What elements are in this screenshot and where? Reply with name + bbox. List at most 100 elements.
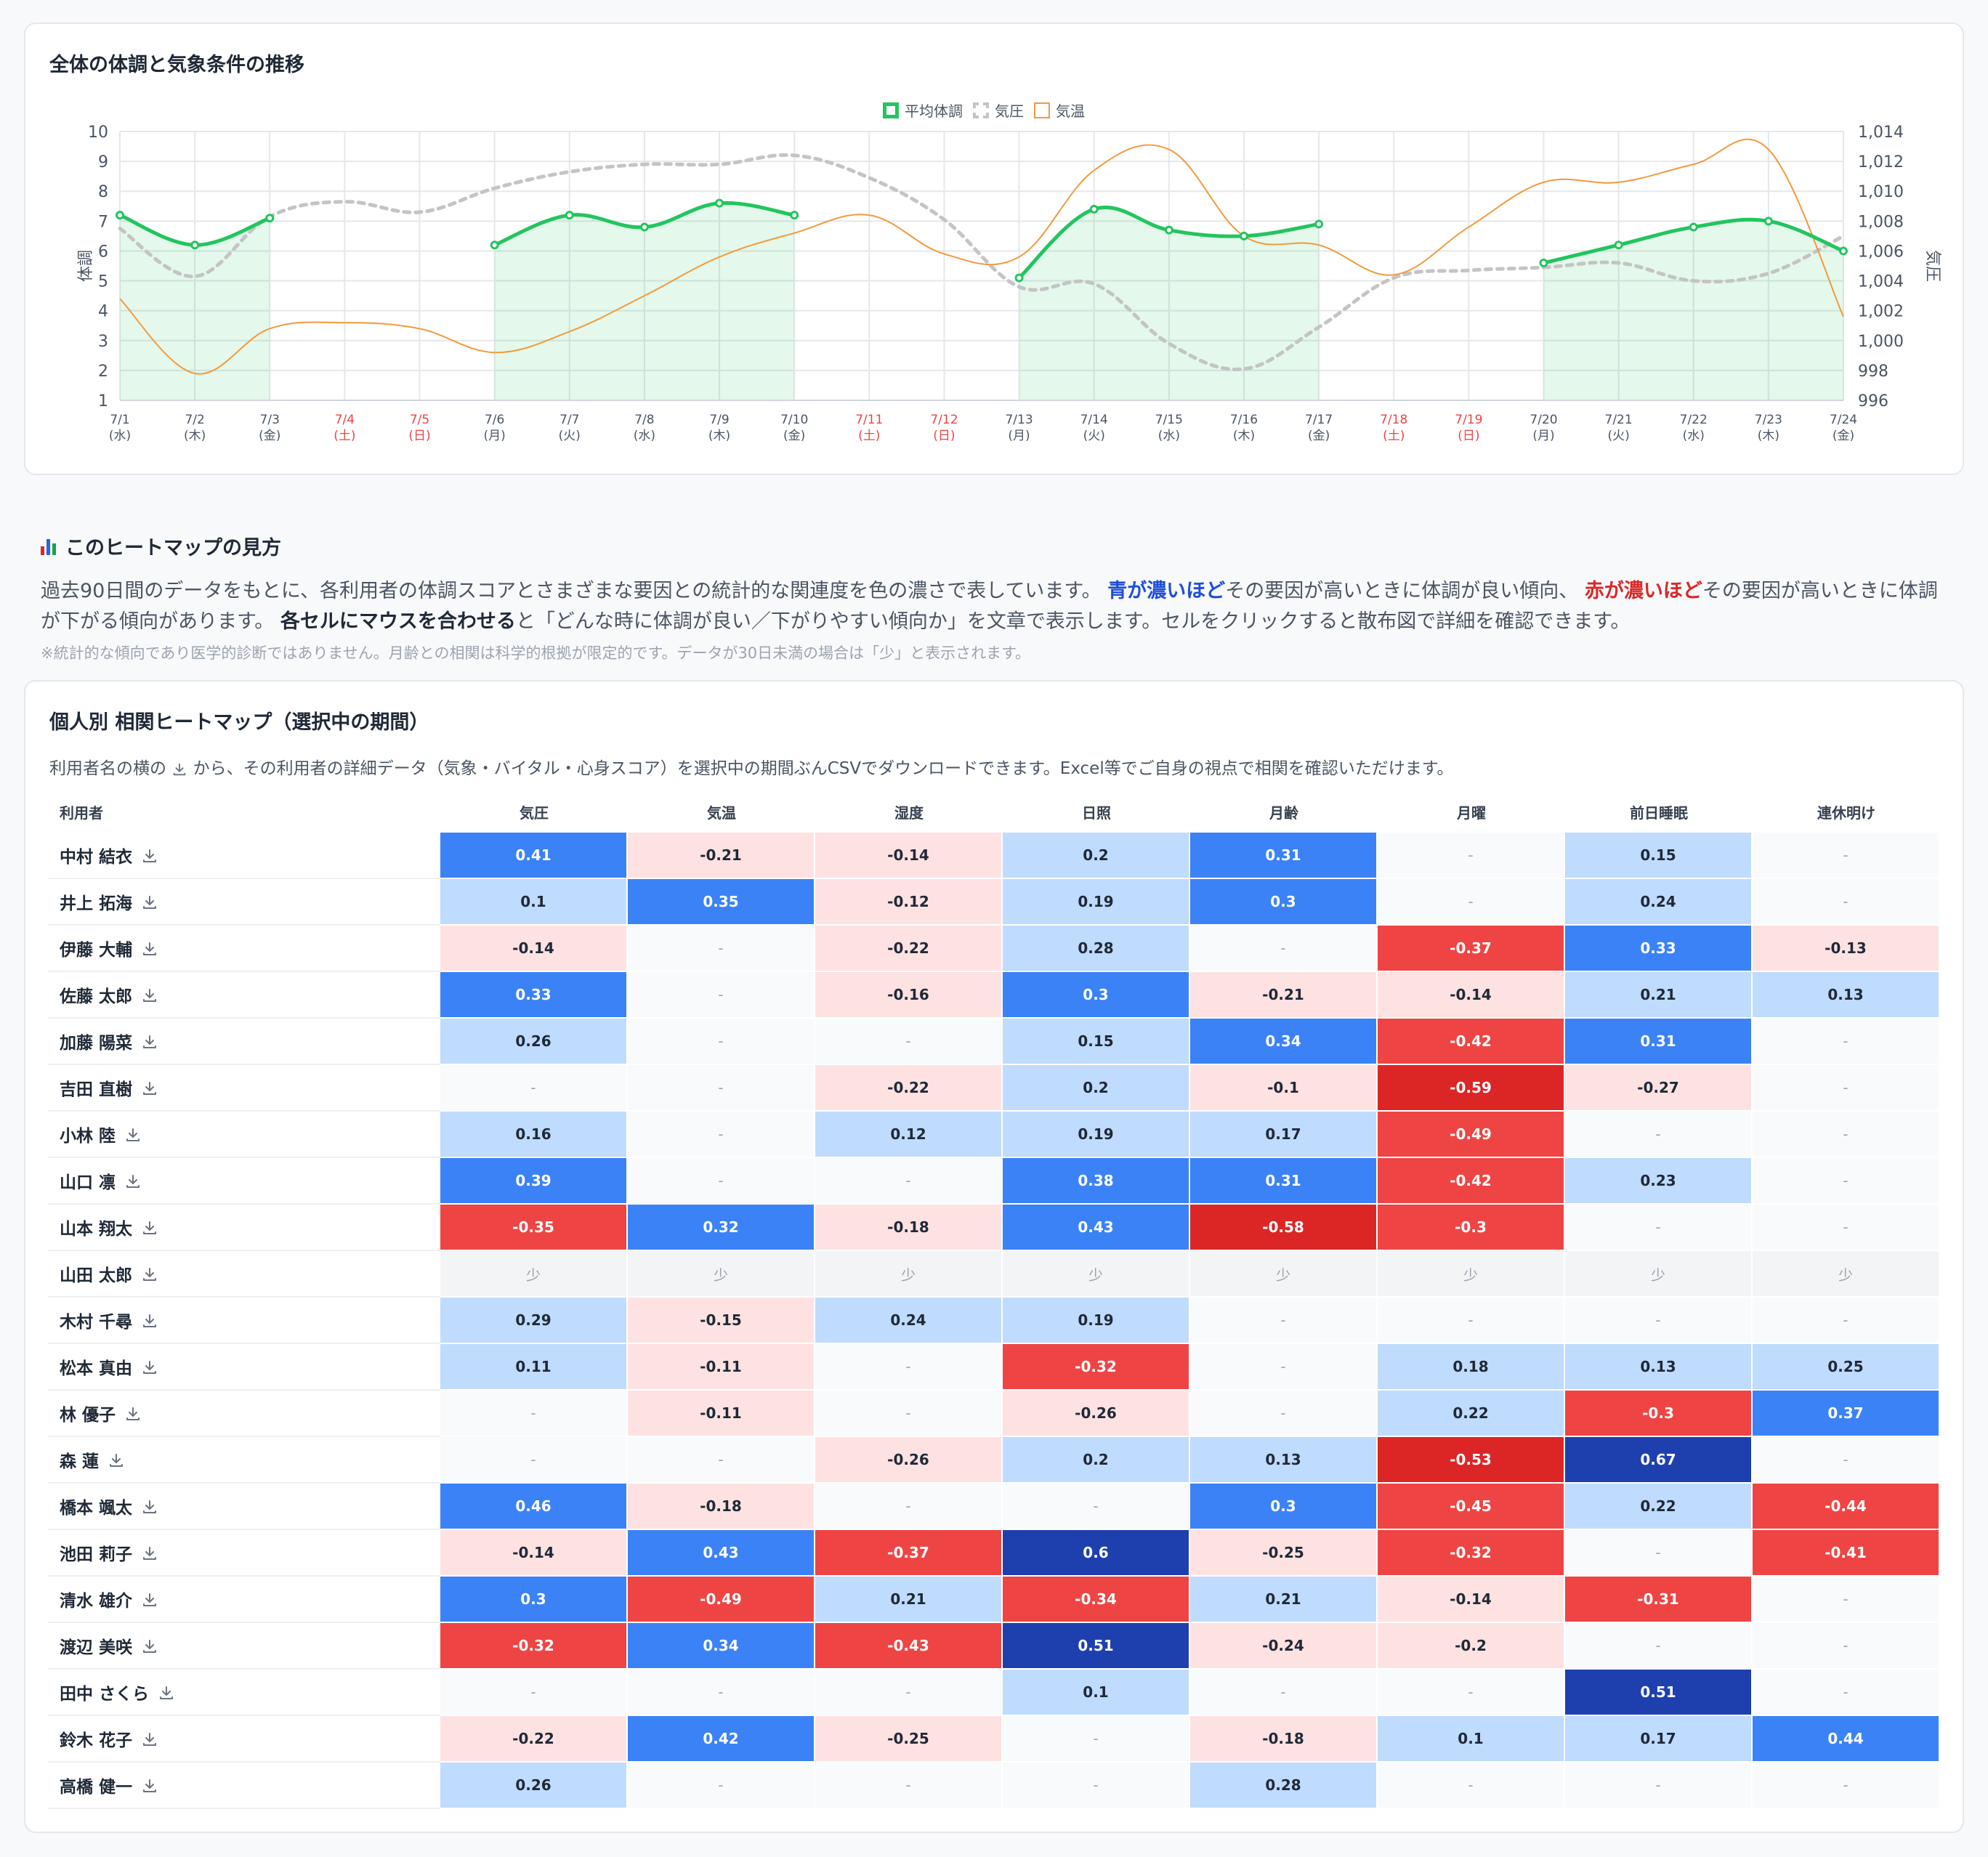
heatmap-cell[interactable]: -0.43 [815, 1623, 1003, 1670]
heatmap-cell[interactable]: 0.35 [628, 879, 815, 926]
download-icon[interactable] [141, 1359, 158, 1376]
heatmap-cell[interactable]: 0.46 [440, 1484, 628, 1530]
heatmap-cell[interactable]: - [1753, 1019, 1940, 1065]
download-icon[interactable] [141, 1638, 158, 1655]
heatmap-cell[interactable]: 0.22 [1378, 1391, 1565, 1437]
heatmap-cell[interactable]: -0.25 [815, 1716, 1003, 1763]
heatmap-cell[interactable]: - [815, 1763, 1003, 1809]
heatmap-cell[interactable]: - [815, 1344, 1003, 1391]
heatmap-cell[interactable]: 0.21 [1190, 1577, 1378, 1623]
heatmap-cell[interactable]: 0.26 [440, 1019, 628, 1065]
heatmap-cell[interactable]: -0.12 [815, 879, 1003, 926]
heatmap-cell[interactable]: -0.35 [440, 1205, 628, 1251]
heatmap-cell[interactable]: -0.14 [440, 926, 628, 972]
heatmap-cell[interactable]: - [1190, 926, 1378, 972]
heatmap-cell[interactable]: 0.11 [440, 1344, 628, 1391]
heatmap-cell[interactable]: 0.34 [628, 1623, 815, 1670]
heatmap-cell[interactable]: -0.18 [628, 1484, 815, 1530]
heatmap-cell[interactable]: - [1753, 1205, 1940, 1251]
heatmap-cell[interactable]: - [1565, 1205, 1753, 1251]
heatmap-cell[interactable]: 0.23 [1565, 1158, 1753, 1205]
heatmap-cell[interactable]: - [1190, 1670, 1378, 1716]
heatmap-cell[interactable]: - [815, 1391, 1003, 1437]
heatmap-cell[interactable]: - [628, 1158, 815, 1205]
download-icon[interactable] [141, 1080, 158, 1097]
download-icon[interactable] [141, 1219, 158, 1237]
heatmap-cell[interactable]: 0.39 [440, 1158, 628, 1205]
heatmap-cell[interactable]: - [1190, 1298, 1378, 1344]
download-icon[interactable] [141, 1591, 158, 1609]
heatmap-cell[interactable]: 0.1 [440, 879, 628, 926]
heatmap-cell[interactable]: - [1753, 1112, 1940, 1158]
heatmap-cell[interactable]: 少 [1753, 1251, 1940, 1298]
heatmap-cell[interactable]: 0.29 [440, 1298, 628, 1344]
heatmap-cell[interactable]: 少 [440, 1251, 628, 1298]
legend-item-pressure[interactable]: 気圧 [973, 100, 1024, 121]
heatmap-cell[interactable]: - [628, 1437, 815, 1484]
heatmap-cell[interactable]: 0.3 [440, 1577, 628, 1623]
heatmap-cell[interactable]: 0.32 [628, 1205, 815, 1251]
heatmap-cell[interactable]: -0.26 [1003, 1391, 1190, 1437]
heatmap-cell[interactable]: - [440, 1065, 628, 1112]
heatmap-cell[interactable]: - [440, 1670, 628, 1716]
heatmap-cell[interactable]: 0.1 [1003, 1670, 1190, 1716]
heatmap-cell[interactable]: - [1565, 1763, 1753, 1809]
heatmap-cell[interactable]: -0.22 [815, 1065, 1003, 1112]
heatmap-cell[interactable]: 0.31 [1190, 833, 1378, 879]
heatmap-cell[interactable]: 少 [1378, 1251, 1565, 1298]
download-icon[interactable] [141, 1777, 158, 1795]
heatmap-cell[interactable]: -0.32 [440, 1623, 628, 1670]
heatmap-cell[interactable]: -0.18 [815, 1205, 1003, 1251]
heatmap-cell[interactable]: - [815, 1158, 1003, 1205]
heatmap-cell[interactable]: 0.3 [1190, 879, 1378, 926]
heatmap-cell[interactable]: 0.43 [1003, 1205, 1190, 1251]
heatmap-cell[interactable]: 少 [628, 1251, 815, 1298]
heatmap-cell[interactable]: 0.24 [1565, 879, 1753, 926]
heatmap-cell[interactable]: 0.2 [1003, 1065, 1190, 1112]
heatmap-cell[interactable]: 0.13 [1753, 972, 1940, 1019]
heatmap-cell[interactable]: - [1190, 1391, 1378, 1437]
download-icon[interactable] [141, 987, 158, 1004]
heatmap-cell[interactable]: -0.1 [1190, 1065, 1378, 1112]
download-icon[interactable] [108, 1452, 125, 1469]
download-icon[interactable] [158, 1684, 175, 1702]
heatmap-cell[interactable]: 0.15 [1565, 833, 1753, 879]
heatmap-cell[interactable]: - [628, 1670, 815, 1716]
heatmap-cell[interactable]: 0.34 [1190, 1019, 1378, 1065]
heatmap-cell[interactable]: 0.18 [1378, 1344, 1565, 1391]
heatmap-cell[interactable]: 0.21 [815, 1577, 1003, 1623]
heatmap-cell[interactable]: - [1378, 1670, 1565, 1716]
heatmap-cell[interactable]: 0.13 [1565, 1344, 1753, 1391]
heatmap-cell[interactable]: - [1565, 1298, 1753, 1344]
heatmap-cell[interactable]: -0.18 [1190, 1716, 1378, 1763]
heatmap-cell[interactable]: -0.27 [1565, 1065, 1753, 1112]
heatmap-cell[interactable]: -0.11 [628, 1344, 815, 1391]
heatmap-cell[interactable]: 0.31 [1565, 1019, 1753, 1065]
heatmap-cell[interactable]: 0.15 [1003, 1019, 1190, 1065]
download-icon[interactable] [141, 1312, 158, 1330]
heatmap-cell[interactable]: 0.37 [1753, 1391, 1940, 1437]
legend-item-condition[interactable]: 平均体調 [883, 100, 963, 121]
heatmap-cell[interactable]: 0.17 [1565, 1716, 1753, 1763]
heatmap-cell[interactable]: - [1753, 1437, 1940, 1484]
heatmap-cell[interactable]: - [1003, 1763, 1190, 1809]
heatmap-cell[interactable]: 0.42 [628, 1716, 815, 1763]
heatmap-cell[interactable]: 少 [1565, 1251, 1753, 1298]
heatmap-cell[interactable]: 0.13 [1190, 1437, 1378, 1484]
download-icon[interactable] [124, 1173, 142, 1190]
heatmap-cell[interactable]: 0.25 [1753, 1344, 1940, 1391]
heatmap-cell[interactable]: - [815, 1019, 1003, 1065]
heatmap-cell[interactable]: 0.19 [1003, 1298, 1190, 1344]
download-icon[interactable] [141, 1033, 158, 1051]
heatmap-cell[interactable]: - [1378, 879, 1565, 926]
heatmap-cell[interactable]: -0.14 [1378, 972, 1565, 1019]
heatmap-cell[interactable]: -0.53 [1378, 1437, 1565, 1484]
download-icon[interactable] [124, 1405, 142, 1423]
heatmap-cell[interactable]: - [628, 926, 815, 972]
heatmap-cell[interactable]: - [1753, 1158, 1940, 1205]
heatmap-cell[interactable]: -0.26 [815, 1437, 1003, 1484]
heatmap-cell[interactable]: -0.25 [1190, 1530, 1378, 1577]
heatmap-cell[interactable]: -0.21 [1190, 972, 1378, 1019]
heatmap-cell[interactable]: 0.19 [1003, 1112, 1190, 1158]
heatmap-cell[interactable]: 0.6 [1003, 1530, 1190, 1577]
